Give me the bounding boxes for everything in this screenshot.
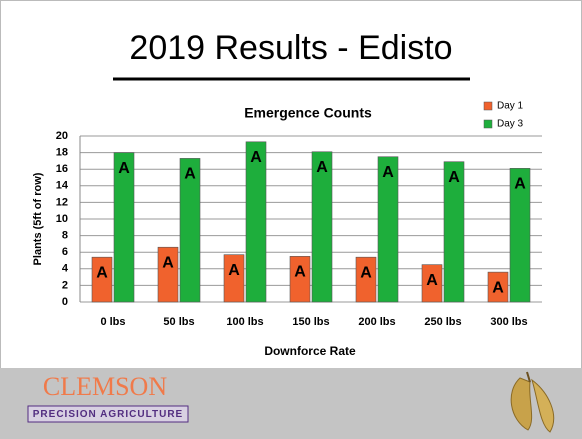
bar — [311, 151, 333, 303]
y-tick-label: 18 — [56, 147, 68, 159]
x-tick-label: 200 lbs — [358, 316, 395, 328]
footer-band — [0, 368, 582, 439]
bar — [487, 271, 509, 303]
significance-letter: A — [294, 264, 306, 281]
legend-swatch — [483, 101, 493, 111]
logo-subtext-box — [27, 405, 189, 423]
significance-letter: A — [382, 164, 394, 181]
y-tick-label: 20 — [56, 130, 68, 142]
legend-swatch — [483, 119, 493, 129]
significance-letter: A — [492, 279, 504, 296]
bar — [355, 256, 377, 303]
significance-letter: A — [228, 262, 240, 279]
y-tick-label: 8 — [62, 230, 68, 242]
significance-letter: A — [250, 149, 262, 166]
y-tick-label: 12 — [56, 196, 68, 208]
legend-label: Day 1 — [497, 101, 524, 112]
y-tick-label: 16 — [56, 163, 68, 175]
y-tick-label: 4 — [62, 263, 69, 275]
x-axis-label: Downforce Rate — [264, 344, 356, 358]
significance-letter: A — [448, 169, 460, 186]
bar — [179, 158, 201, 303]
x-tick-label: 250 lbs — [424, 316, 461, 328]
significance-letter: A — [316, 159, 328, 176]
significance-letter: A — [426, 272, 438, 289]
significance-letter: A — [96, 264, 108, 281]
significance-letter: A — [162, 254, 174, 271]
bar — [289, 256, 311, 303]
significance-letter: A — [184, 166, 196, 183]
significance-letter: A — [514, 176, 526, 193]
bar — [509, 168, 531, 303]
significance-letter: A — [118, 160, 130, 177]
chart-title: Emergence Counts — [244, 105, 372, 121]
bar — [421, 264, 443, 303]
logo-subtext: PRECISION AGRICULTURE — [33, 409, 183, 420]
x-tick-label: 50 lbs — [163, 316, 194, 328]
legend-label: Day 3 — [497, 119, 524, 130]
bar — [443, 161, 465, 303]
soybean-icon — [510, 371, 555, 433]
bar — [377, 156, 399, 303]
x-tick-label: 0 lbs — [100, 316, 125, 328]
bar — [157, 246, 179, 303]
x-tick-label: 300 lbs — [490, 316, 527, 328]
bar — [245, 141, 267, 303]
y-tick-label: 14 — [56, 180, 69, 192]
bar — [223, 254, 245, 303]
bar — [91, 256, 113, 303]
slide-title: 2019 Results - Edisto — [129, 29, 452, 67]
y-tick-label: 6 — [62, 246, 68, 258]
y-axis-label: Plants (5ft of row) — [32, 172, 44, 265]
x-tick-label: 100 lbs — [226, 316, 263, 328]
y-tick-label: 2 — [62, 279, 68, 291]
y-tick-label: 0 — [62, 296, 68, 308]
significance-letter: A — [360, 264, 372, 281]
x-tick-label: 150 lbs — [292, 316, 329, 328]
bar — [113, 152, 135, 303]
y-tick-label: 10 — [56, 213, 68, 225]
logo-text: CLEMSON — [43, 372, 167, 401]
